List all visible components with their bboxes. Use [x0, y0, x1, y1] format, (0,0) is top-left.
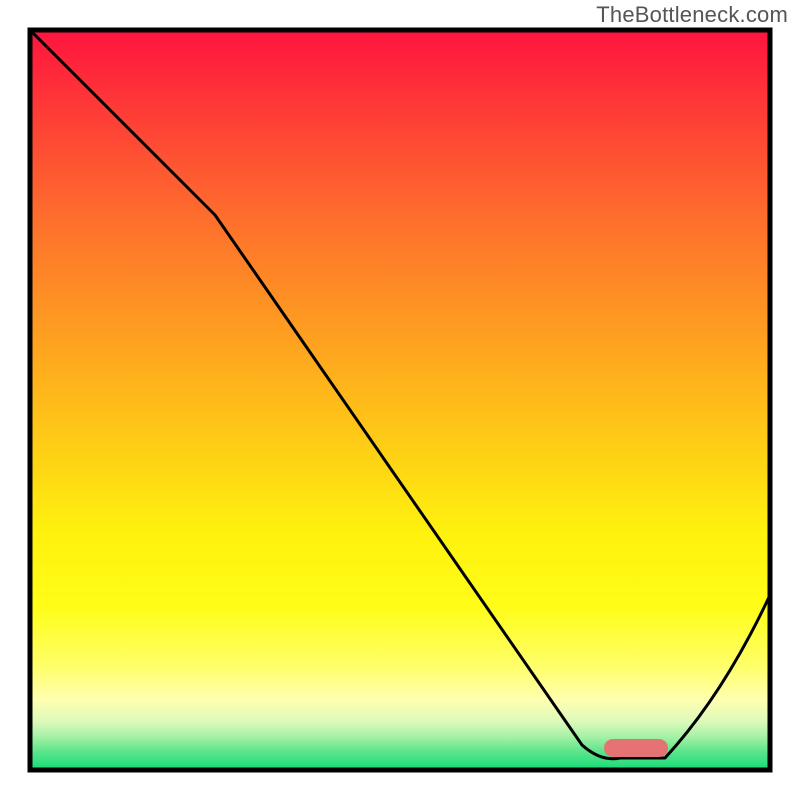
watermark-text: TheBottleneck.com	[596, 2, 788, 28]
optimal-marker	[604, 739, 668, 757]
chart-container: { "watermark": "TheBottleneck.com", "cha…	[0, 0, 800, 800]
bottleneck-chart	[0, 0, 800, 800]
